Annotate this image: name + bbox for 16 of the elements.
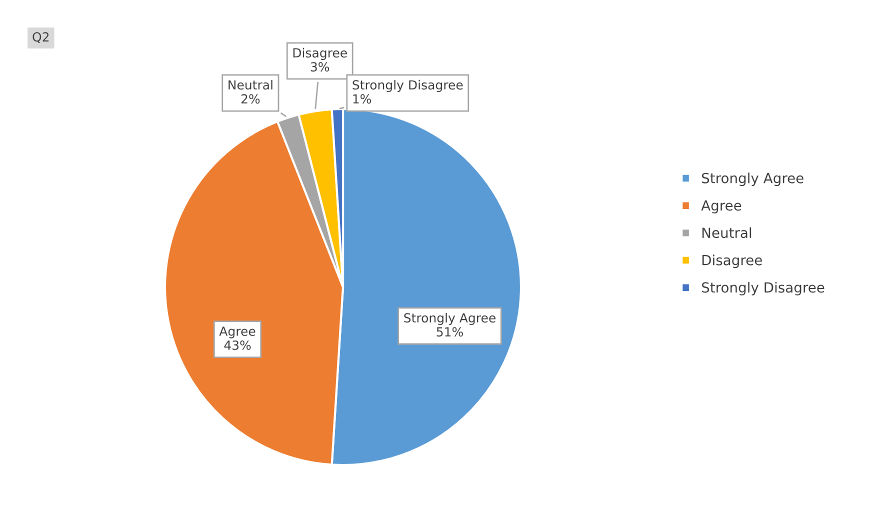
data-label: 1% <box>353 94 372 104</box>
slice-label: Strongly Agree <box>404 312 496 326</box>
legend-label: Agree <box>701 200 742 214</box>
legend-label: Disagree <box>702 254 762 268</box>
data-label: 3% <box>310 62 330 72</box>
slice-label: Neutral <box>228 80 272 90</box>
slice-label: Agree <box>219 326 256 338</box>
slice-label: Strongly Disagree <box>352 80 463 92</box>
legend-label: Strongly Agree <box>702 172 804 186</box>
data-label: 2% <box>241 94 260 104</box>
text: Q2 <box>32 32 49 44</box>
legend-label: Neutral <box>702 227 752 238</box>
legend-label: Strongly Disagree <box>702 282 824 296</box>
data-label: 51% <box>436 327 463 337</box>
data-label: 43% <box>224 340 251 350</box>
slice-label: Disagree <box>293 48 347 60</box>
